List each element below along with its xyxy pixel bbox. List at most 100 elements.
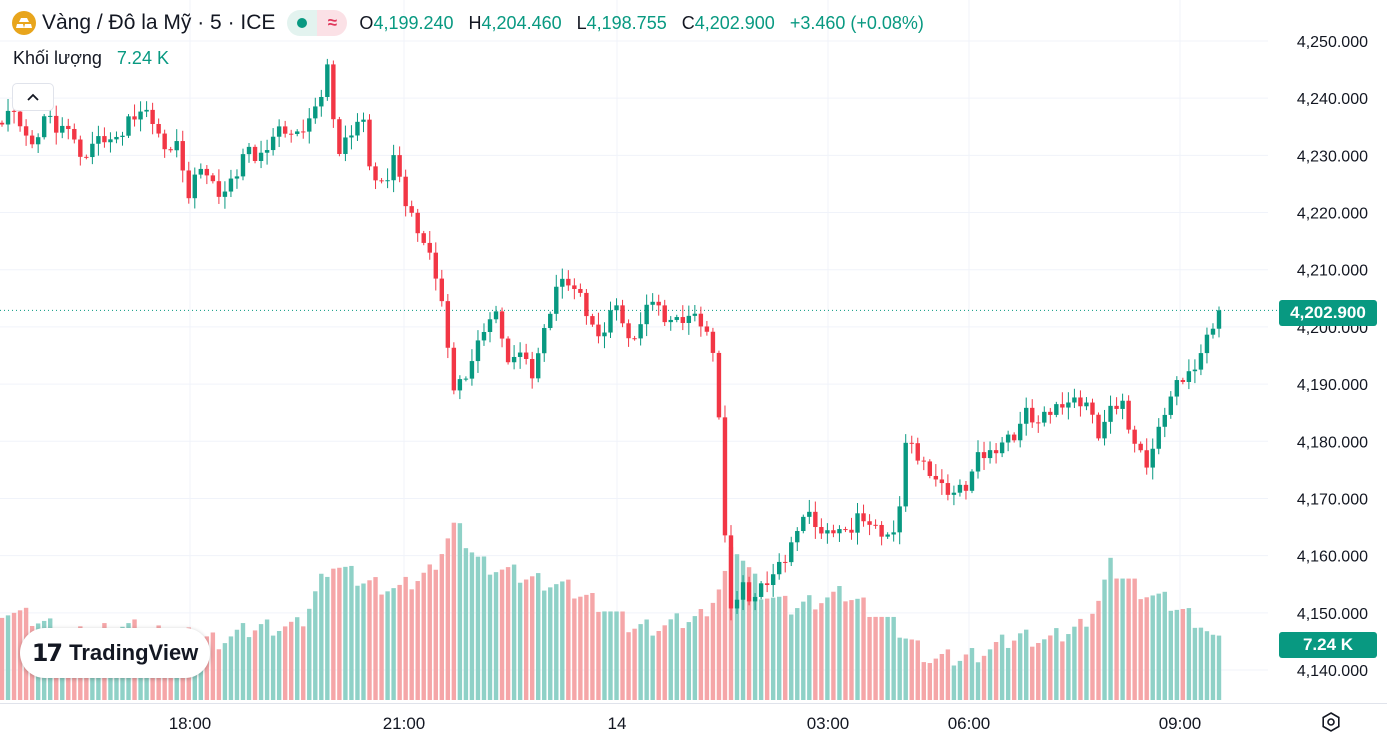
volume-bar: [373, 577, 378, 700]
time-axis[interactable]: 18:00 21:00 14 03:00 06:00 09:00: [169, 714, 1202, 733]
candle-body: [795, 531, 800, 543]
volume-bar: [903, 638, 908, 700]
candle-body: [132, 116, 137, 120]
candle-body: [415, 212, 420, 234]
volume-bar: [867, 616, 872, 700]
wave-icon[interactable]: ≈: [317, 10, 348, 36]
candle-body: [1162, 414, 1167, 427]
candle-body: [1096, 414, 1101, 439]
candle-body: [96, 136, 101, 144]
volume-bar: [801, 601, 806, 700]
candle-body: [114, 136, 119, 140]
candle-body: [608, 310, 613, 333]
symbol-title[interactable]: Vàng / Đô la Mỹ · 5 · ICE: [42, 11, 276, 34]
candle-body: [879, 524, 884, 537]
candle-body: [1126, 400, 1131, 430]
volume-bar: [789, 614, 794, 700]
candle-body: [361, 119, 366, 122]
candle-body: [499, 311, 505, 339]
candle-body: [560, 278, 565, 287]
volume-bar: [325, 576, 330, 700]
volume-bar: [222, 643, 228, 700]
volume-bar: [421, 572, 426, 700]
market-status-pill[interactable]: ≈: [287, 10, 348, 36]
volume-value: 7.24 K: [116, 48, 169, 68]
candle-body: [927, 461, 933, 476]
volume-bar: [511, 564, 517, 700]
volume-bar: [1126, 578, 1131, 700]
candle-body: [162, 133, 167, 150]
candle-body: [680, 317, 685, 323]
price-tick-label: 4,180.000: [1297, 434, 1368, 451]
time-tick-label: 14: [608, 714, 627, 733]
candle-body: [511, 356, 517, 363]
candle-body: [180, 141, 185, 171]
candle-body: [120, 135, 125, 137]
candle-body: [1090, 402, 1095, 415]
candle-body: [620, 305, 625, 324]
candle-body: [66, 125, 71, 129]
volume-bar: [632, 628, 637, 700]
volume-bar: [355, 585, 360, 700]
volume-bar: [542, 590, 547, 700]
chart-settings-button[interactable]: [1318, 709, 1344, 735]
candle-body: [451, 347, 457, 391]
candle-body: [554, 286, 559, 314]
volume-bar: [439, 554, 445, 700]
volume-bar: [433, 569, 438, 700]
volume-bar: [295, 617, 300, 700]
close-label: C: [681, 12, 695, 33]
candle-body: [469, 361, 475, 379]
volume-legend[interactable]: Khối lượng 7.24 K: [13, 48, 169, 69]
volume-bar: [927, 663, 933, 700]
collapse-legend-button[interactable]: [12, 83, 54, 111]
volume-bar: [1210, 634, 1216, 700]
candle-body: [951, 492, 957, 495]
volume-bar: [584, 594, 589, 700]
candle-body: [373, 166, 378, 181]
candle-body: [487, 319, 493, 332]
change-value: +3.460 (+0.08%): [789, 12, 924, 33]
price-tick-label: 4,210.000: [1297, 263, 1368, 280]
volume-bar: [776, 596, 782, 700]
candle-body: [41, 116, 47, 138]
current-price-label: 4,202.900: [1279, 300, 1377, 326]
volume-bar: [276, 631, 282, 700]
price-axis[interactable]: 4,250.000 4,240.000 4,230.000 4,220.000 4,21…: [1297, 34, 1368, 680]
candle-body: [867, 521, 872, 525]
candle-body: [174, 141, 179, 151]
candle-body: [421, 233, 426, 243]
candle-body: [23, 126, 29, 136]
volume-bar: [1114, 578, 1119, 700]
candle-body: [331, 64, 336, 120]
price-tick-label: 4,170.000: [1297, 491, 1368, 508]
candle-body: [60, 125, 65, 133]
candle-body: [222, 191, 228, 197]
volume-bar: [825, 597, 830, 700]
volume-label[interactable]: Khối lượng: [13, 48, 102, 68]
candle-body: [783, 561, 788, 563]
candle-body: [843, 529, 848, 531]
volume-bar: [1054, 628, 1059, 700]
volume-bar: [307, 608, 312, 700]
volume-bar: [783, 595, 788, 700]
market-open-dot-icon[interactable]: [287, 10, 318, 36]
price-tick-label: 4,230.000: [1297, 148, 1368, 165]
candle-body: [1017, 423, 1023, 441]
volume-bar: [674, 613, 679, 700]
volume-bar: [891, 616, 896, 700]
candle-body: [5, 110, 11, 125]
volume-bar: [1030, 646, 1035, 700]
open-value: 4,199.240: [373, 12, 454, 33]
candle-body: [993, 450, 999, 454]
volume-bar: [662, 625, 667, 700]
time-tick-label: 03:00: [807, 714, 850, 733]
tradingview-logo[interactable]: 17 TradingView: [20, 628, 210, 678]
volume-bar: [0, 617, 5, 700]
volume-bar: [993, 642, 999, 700]
volume-bar: [463, 548, 469, 700]
volume-bar: [1174, 609, 1180, 700]
candle-body: [1005, 434, 1011, 443]
volume-bar: [1066, 634, 1071, 700]
